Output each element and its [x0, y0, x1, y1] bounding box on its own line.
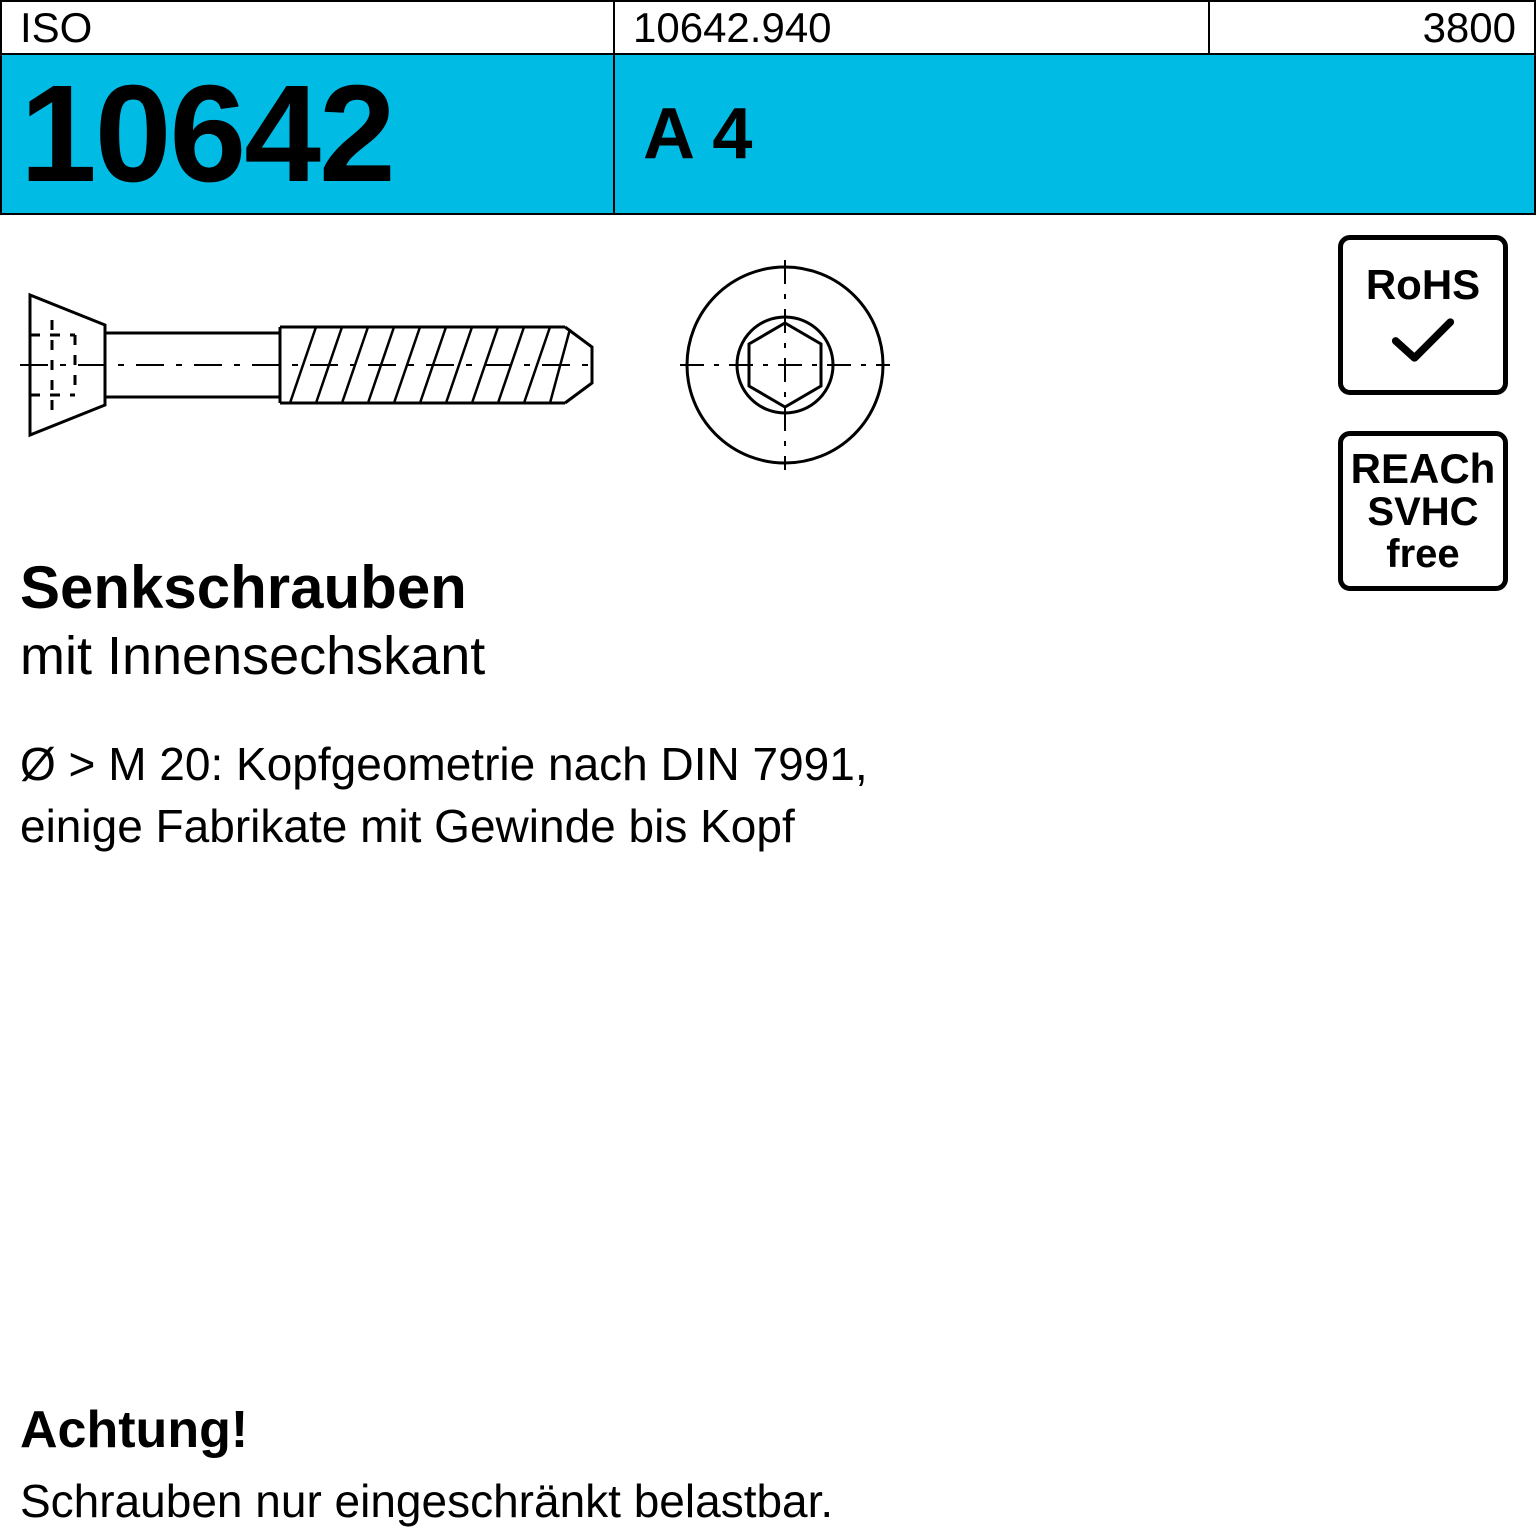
material-code: A 4 [615, 55, 1536, 213]
warning-heading: Achtung! [20, 1400, 833, 1460]
reach-line3: free [1386, 533, 1459, 575]
screw-top-view [680, 260, 890, 470]
reach-badge: REACh SVHC free [1338, 431, 1508, 591]
top-left-cell: ISO [0, 2, 615, 53]
top-right-cell: 3800 [1210, 2, 1536, 53]
reach-line1: REACh [1351, 447, 1496, 491]
warning-body: Schrauben nur eingeschränkt belastbar. [20, 1474, 833, 1528]
title-line1: Senkschrauben [20, 555, 1516, 621]
rohs-badge: RoHS [1338, 235, 1508, 395]
top-row: ISO 10642.940 3800 [0, 0, 1536, 55]
check-icon [1390, 313, 1456, 367]
standard-code: 10642 [0, 55, 615, 213]
title-line2: mit Innensechskant [20, 625, 1516, 687]
header-band: 10642 A 4 [0, 55, 1536, 215]
note-line2: einige Fabrikate mit Gewinde bis Kopf [20, 795, 1516, 857]
note-line1: Ø > M 20: Kopfgeometrie nach DIN 7991, [20, 733, 1516, 795]
screw-side-view [20, 265, 600, 465]
rohs-label: RoHS [1366, 263, 1480, 307]
reach-line2: SVHC [1367, 491, 1478, 533]
top-mid-cell: 10642.940 [615, 2, 1210, 53]
